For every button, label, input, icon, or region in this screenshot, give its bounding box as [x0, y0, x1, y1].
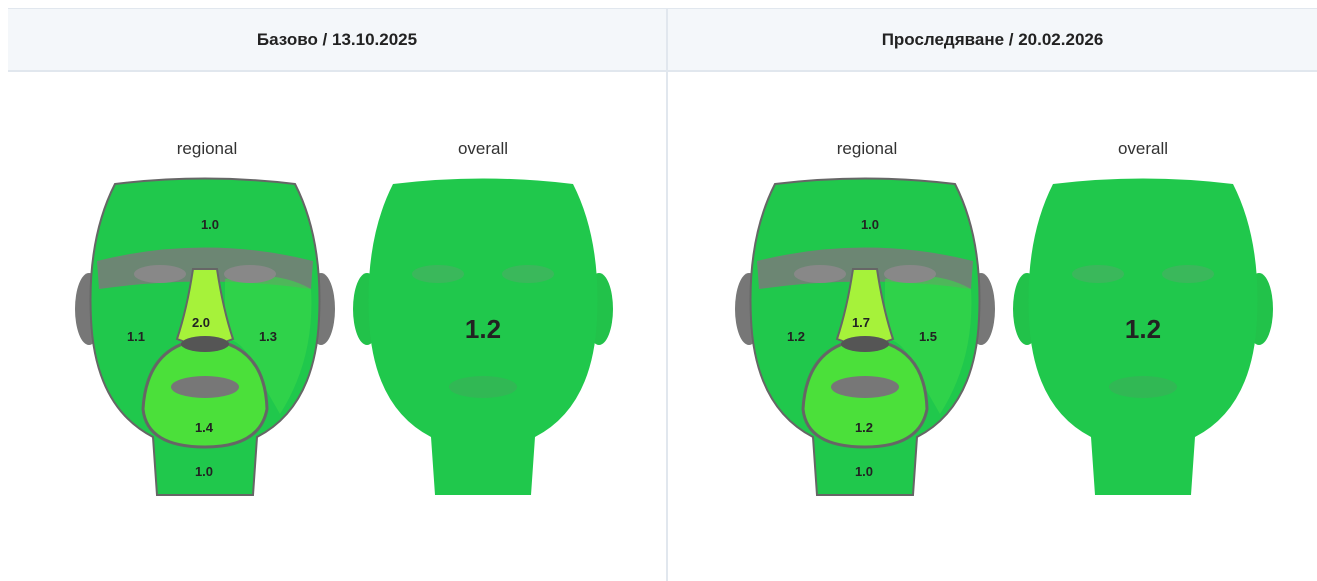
region-score: 1.3	[259, 329, 277, 344]
column-header: Базово / 13.10.2025	[8, 9, 666, 72]
region-score: 1.0	[195, 464, 213, 479]
baseline-column: Базово / 13.10.2025 regional overall 1.0 2.…	[8, 8, 668, 581]
regional-label: regional	[177, 139, 238, 158]
eye	[794, 265, 846, 283]
region-score: 1.5	[919, 329, 937, 344]
eye	[224, 265, 276, 283]
mouth	[831, 376, 899, 398]
overall-label: overall	[1118, 139, 1168, 158]
eye	[884, 265, 936, 283]
regional-face	[735, 177, 995, 496]
cheek-right	[885, 275, 972, 414]
followup-column: Проследяване / 20.02.2026 regional overal…	[668, 8, 1317, 581]
nostrils	[841, 336, 889, 352]
mouth	[449, 376, 517, 398]
eye	[502, 265, 554, 283]
nostrils	[181, 336, 229, 352]
eye	[1162, 265, 1214, 283]
region-score: 1.0	[855, 464, 873, 479]
region-score: 1.0	[861, 217, 879, 232]
overall-score: 1.2	[1125, 314, 1161, 344]
regional-face	[75, 177, 335, 496]
faces: regional overall 1.0 1.7 1.2 1.5 1.2 1.0 1.2	[735, 139, 1273, 496]
region-score: 1.0	[201, 217, 219, 232]
region-score: 1.7	[852, 315, 870, 330]
region-score: 1.2	[787, 329, 805, 344]
cheek-right	[225, 275, 312, 414]
column-header: Проследяване / 20.02.2026	[668, 9, 1317, 72]
eye	[412, 265, 464, 283]
region-score: 1.1	[127, 329, 145, 344]
eye	[134, 265, 186, 283]
region-score: 1.4	[195, 420, 214, 435]
head	[1028, 178, 1258, 495]
overall-face	[1013, 178, 1273, 495]
eye	[1072, 265, 1124, 283]
mouth	[171, 376, 239, 398]
region-score: 1.2	[855, 420, 873, 435]
overall-score: 1.2	[465, 314, 501, 344]
regional-label: regional	[837, 139, 898, 158]
overall-face	[353, 178, 613, 495]
overall-label: overall	[458, 139, 508, 158]
region-score: 2.0	[192, 315, 210, 330]
mouth	[1109, 376, 1177, 398]
head	[368, 178, 598, 495]
faces: regional overall 1.0 2.0 1.1 1.3 1.4 1.0 1.2	[75, 139, 613, 496]
